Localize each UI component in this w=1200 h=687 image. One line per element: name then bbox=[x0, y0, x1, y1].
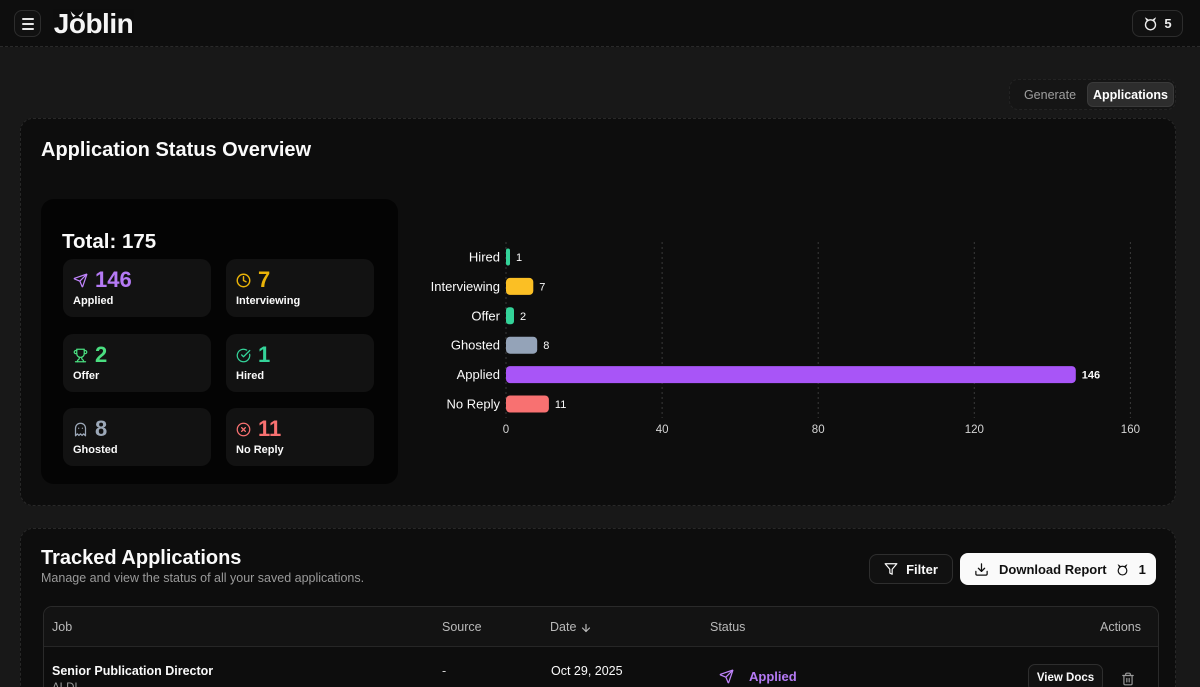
svg-text:Offer: Offer bbox=[471, 308, 500, 323]
svg-text:Ghosted: Ghosted bbox=[451, 338, 500, 353]
svg-text:Applied: Applied bbox=[457, 367, 500, 382]
svg-text:120: 120 bbox=[965, 424, 984, 436]
svg-text:11: 11 bbox=[555, 399, 566, 411]
svg-text:146: 146 bbox=[1082, 370, 1100, 382]
svg-text:No Reply: No Reply bbox=[447, 397, 501, 412]
svg-text:1: 1 bbox=[516, 252, 522, 264]
svg-text:80: 80 bbox=[812, 424, 825, 436]
svg-text:160: 160 bbox=[1121, 424, 1140, 436]
svg-text:40: 40 bbox=[656, 424, 669, 436]
svg-text:2: 2 bbox=[520, 311, 526, 323]
svg-text:0: 0 bbox=[503, 424, 509, 436]
svg-text:7: 7 bbox=[539, 281, 545, 293]
svg-text:8: 8 bbox=[543, 340, 549, 352]
svg-text:Interviewing: Interviewing bbox=[431, 279, 500, 294]
svg-text:Hired: Hired bbox=[469, 250, 500, 265]
